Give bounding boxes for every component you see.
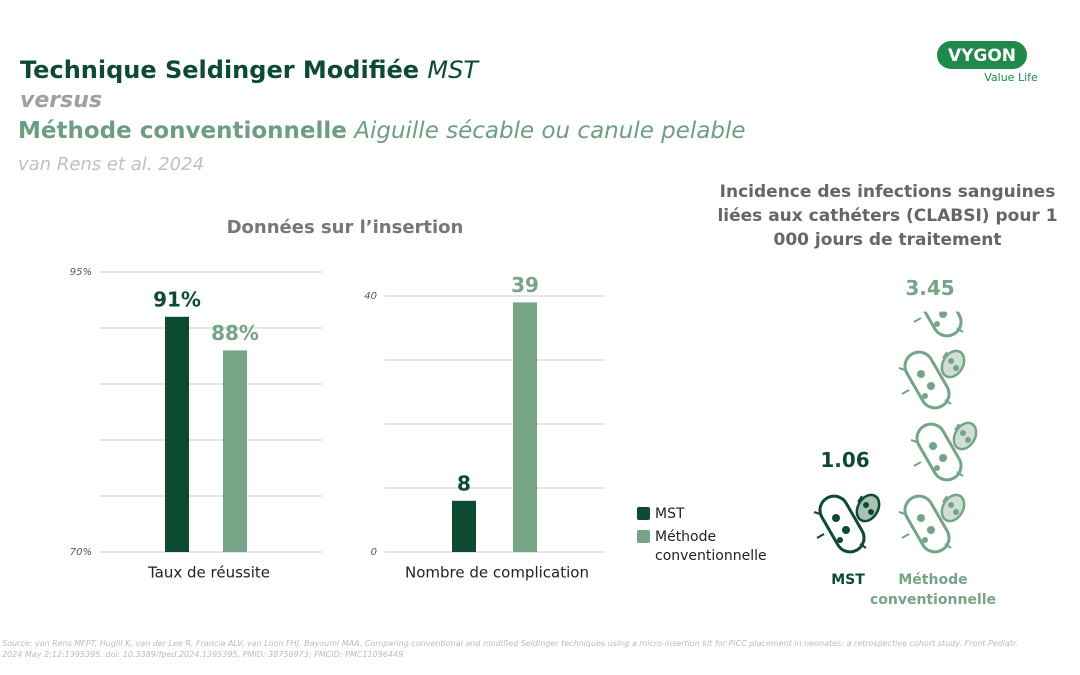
y-tick-label: 70%	[70, 547, 92, 558]
section-title: Données sur l’insertion	[227, 217, 464, 238]
subtitle-italic: Aiguille sécable ou canule pelable	[352, 118, 745, 144]
bacteria-icon	[897, 345, 971, 415]
bacteria-icon	[897, 489, 971, 559]
legend-label: MST	[655, 506, 685, 522]
pictograph-title: Incidence des infections sanguines liées…	[717, 182, 1058, 250]
legend-box: MST	[655, 506, 685, 522]
title-italic: MST	[427, 56, 480, 84]
versus: versus	[20, 88, 102, 113]
pictograph-title-box: Incidence des infections sanguines liées…	[717, 182, 1058, 250]
bar	[223, 350, 247, 552]
bacteria-icon	[812, 489, 886, 559]
value-label: 88%	[211, 321, 259, 345]
x-axis-label: Taux de réussite	[147, 564, 270, 582]
category-box: MST	[831, 572, 865, 588]
x-axis-label: Nombre de complication	[405, 564, 589, 582]
value-label: 1.06	[820, 448, 869, 472]
category-box: Méthode conventionnelle	[869, 572, 997, 608]
subtitle-bold: Méthode conventionnelle	[18, 118, 347, 144]
pictograph-column	[897, 311, 983, 559]
y-tick-label: 0	[371, 547, 377, 558]
legend-label: Méthode conventionnelle	[655, 529, 767, 564]
subtitle: Méthode conventionnelle Aiguille sécable…	[18, 118, 746, 144]
legend-box: Méthode conventionnelle	[655, 529, 767, 564]
value-label: 8	[457, 471, 471, 495]
bar	[452, 500, 476, 552]
title-bold: Technique Seldinger Modifiée	[20, 56, 419, 84]
category-label: Méthode conventionnelle	[869, 572, 997, 608]
source-box: Source: van Rens MFPT, Hugill K, van der…	[2, 639, 1019, 659]
title: Technique Seldinger Modifiée MST	[20, 56, 480, 84]
legend-swatch	[637, 507, 650, 520]
citation: van Rens et al. 2024	[18, 154, 204, 175]
legend-swatch	[637, 530, 650, 543]
logo-tagline: Value Life	[984, 71, 1038, 84]
y-tick-label: 40	[364, 291, 377, 302]
logo-badge	[937, 41, 1027, 69]
value-label: 91%	[153, 287, 201, 311]
value-label: 39	[511, 273, 539, 297]
pictograph-column	[812, 483, 898, 559]
bacteria-icon	[909, 417, 983, 487]
y-tick-label: 95%	[70, 267, 92, 278]
category-label: MST	[831, 572, 865, 588]
logo-brand: VYGON	[948, 46, 1016, 66]
bar	[165, 316, 189, 552]
value-label: 3.45	[905, 276, 954, 300]
source: Source: van Rens MFPT, Hugill K, van der…	[2, 639, 1019, 659]
bar	[513, 302, 537, 552]
